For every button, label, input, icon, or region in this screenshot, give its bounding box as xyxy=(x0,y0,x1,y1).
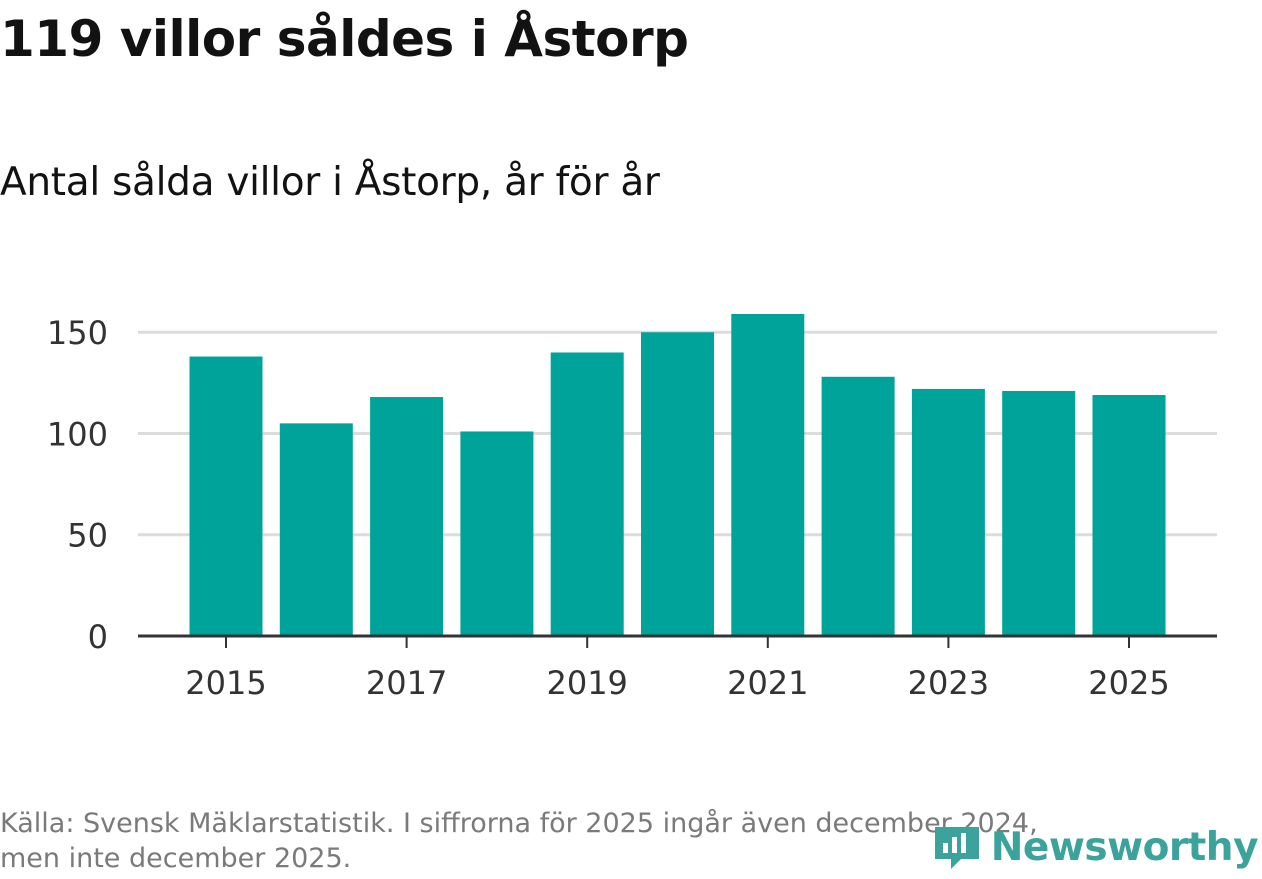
chart-subtitle: Antal sålda villor i Åstorp, år för år xyxy=(0,160,660,205)
bar-2020 xyxy=(641,332,714,636)
x-tick-label-2025: 2025 xyxy=(1088,664,1169,702)
newsworthy-logo: Newsworthy xyxy=(931,821,1259,873)
newsworthy-logo-icon xyxy=(934,827,979,869)
x-tick-label-2019: 2019 xyxy=(546,664,627,702)
bar-2019 xyxy=(550,352,624,636)
chart-title: 119 villor såldes i Åstorp xyxy=(0,10,689,68)
bar-2021 xyxy=(731,314,805,636)
bar-2018 xyxy=(460,431,534,636)
x-tick-label-2023: 2023 xyxy=(908,664,989,702)
bar-2015 xyxy=(189,356,263,636)
bar-chart: 0 50 100 150 2015 2017 2019 2021 2023 2025 xyxy=(47,314,1217,702)
y-tick-label-50: 50 xyxy=(67,517,108,555)
bar-2023 xyxy=(911,388,985,636)
x-tick-label-2017: 2017 xyxy=(366,664,447,702)
source-line-2: men inte december 2025. xyxy=(0,843,352,874)
x-tick-label-2021: 2021 xyxy=(727,664,808,702)
bar-2016 xyxy=(279,423,353,636)
x-tick-label-2015: 2015 xyxy=(185,664,266,702)
y-tick-label-0: 0 xyxy=(88,618,108,656)
y-tick-label-100: 100 xyxy=(47,415,108,453)
bar-2022 xyxy=(821,376,895,636)
source-note: Källa: Svensk Mäklarstatistik. I siffror… xyxy=(0,806,1200,876)
bar-2025 xyxy=(1092,395,1166,636)
bar-2024 xyxy=(1002,390,1076,636)
logo-text: Newsworthy xyxy=(990,824,1259,870)
y-tick-label-150: 150 xyxy=(47,314,108,352)
bar-2017 xyxy=(370,397,444,636)
source-line-1: Källa: Svensk Mäklarstatistik. I siffror… xyxy=(0,808,1038,839)
